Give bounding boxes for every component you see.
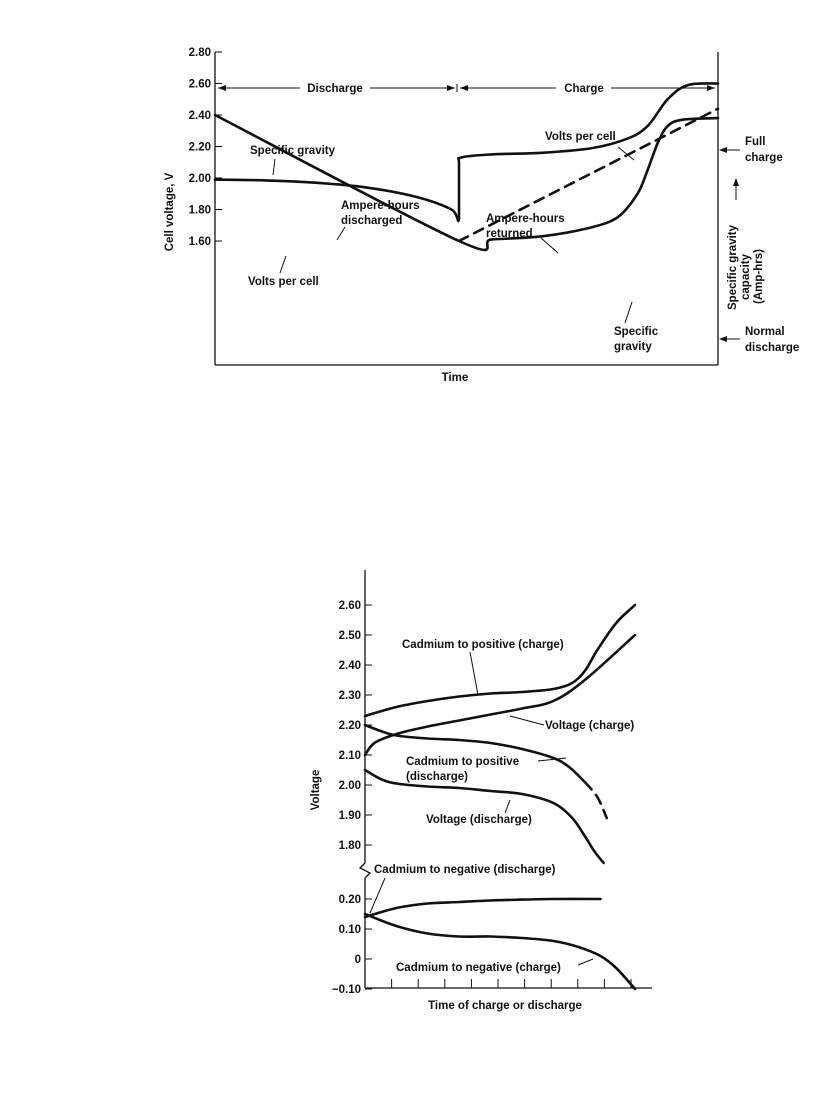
chart2-y-tick-label: 2.60	[339, 600, 361, 612]
right-axis-label-3: (Amp-hrs)	[753, 249, 765, 304]
series-ampere-hours-returned	[457, 107, 720, 243]
series-cadmium-to-positive-charge	[363, 603, 637, 718]
series-cadmium-to-negative-discharge	[363, 897, 602, 919]
annot-cd-pos-discharge-1: Cadmium to positive	[406, 756, 519, 768]
full-charge-label-1: Full	[745, 136, 765, 148]
leader-volts-left	[279, 255, 287, 274]
leader-cd-pos-discharge	[537, 757, 567, 762]
chart1-y-tick-label: 2.00	[189, 173, 211, 185]
series-volts-per-cell	[213, 82, 720, 223]
chart2-y-tick-label: 2.40	[339, 660, 361, 672]
chart2-y-tick-label: 1.90	[339, 810, 361, 822]
chart2-y-tick-label: 2.30	[339, 690, 361, 702]
annot-cd-pos-charge: Cadmium to positive (charge)	[402, 639, 564, 651]
chart2-x-label: Time of charge or discharge	[428, 1000, 582, 1012]
chart1-y-tick-label: 1.80	[189, 205, 211, 217]
leader-volts-right	[617, 146, 635, 161]
series-voltage-discharge	[363, 768, 605, 865]
chart1-y-tick-label: 2.80	[189, 47, 211, 59]
chart1-y-tick-label: 2.40	[189, 110, 211, 122]
normal-discharge-label-2: discharge	[745, 342, 799, 354]
phase-discharge-label: Discharge	[307, 83, 363, 95]
annot-cd-pos-discharge-2: (discharge)	[406, 771, 468, 783]
annot-amp-returned-2: returned	[486, 228, 533, 240]
leader-cd-neg-discharge	[369, 877, 386, 914]
leader-amp-discharged	[336, 226, 346, 241]
chart-2: 2.60 2.50 2.40 2.30 2.20 2.10 2.00 1.90 1.80 0.20…	[310, 570, 652, 1012]
chart1-y-tick-label: 2.60	[189, 79, 211, 91]
leader-cd-neg-charge	[577, 958, 594, 966]
chart1-y-tick-label: 1.60	[189, 236, 211, 248]
annot-cd-neg-charge: Cadmium to negative (charge)	[396, 962, 561, 974]
annot-volt-charge: Voltage (charge)	[545, 720, 634, 732]
leader-volt-discharge	[504, 799, 511, 814]
leader-amp-returned	[540, 237, 559, 254]
chart-1: 2.80 2.60 2.40 2.20 2.00 1.80 1.60 Discharge C…	[164, 47, 799, 384]
chart2-y-tick-label: 2.10	[339, 750, 361, 762]
leader-cd-pos-charge	[469, 651, 479, 696]
phase-charge-label: Charge	[564, 83, 604, 95]
full-charge-label-2: charge	[745, 152, 783, 164]
leader-sg-top	[272, 158, 276, 176]
chart1-y-tick-label: 2.20	[189, 142, 211, 154]
chart2-y-tick-label: 0.10	[339, 924, 361, 936]
right-axis-label-1: Specific gravity	[727, 224, 739, 310]
annot-volt-discharge: Voltage (discharge)	[426, 814, 532, 826]
chart1-phase-bar: Discharge Charge	[218, 83, 715, 95]
annot-amp-discharged-1: Ampere-hours	[341, 200, 420, 212]
series-cadmium-to-positive-discharge-dashed	[583, 780, 608, 820]
leader-volt-charge	[509, 715, 545, 726]
annot-amp-returned-1: Ampere-hours	[486, 213, 565, 225]
annot-sg-bottom-2: gravity	[614, 341, 652, 353]
right-axis-label-2: capacity	[740, 253, 752, 300]
series-cadmium-to-negative-charge	[363, 912, 637, 991]
chart2-y-tick-label: 0	[355, 954, 361, 966]
annot-amp-discharged-2: discharged	[341, 215, 402, 227]
chart1-y-ticks: 2.80 2.60 2.40 2.20 2.00 1.80 1.60	[189, 47, 222, 248]
chart2-y-label: Voltage	[310, 770, 322, 811]
chart1-y-label: Cell voltage, V	[164, 172, 176, 251]
chart2-series	[363, 603, 637, 991]
series-specific-gravity	[213, 113, 720, 252]
annot-volts-left: Volts per cell	[248, 276, 319, 288]
series-cadmium-to-positive-discharge	[363, 723, 587, 784]
chart2-y-tick-label: 1.80	[339, 840, 361, 852]
right-axis-label: Specific gravity capacity (Amp-hrs)	[727, 224, 765, 310]
annot-specific-gravity-top: Specific gravity	[250, 145, 336, 157]
series-voltage-charge	[363, 633, 637, 757]
chart2-y-tick-label: −0.10	[332, 984, 361, 996]
chart1-x-label: Time	[442, 372, 469, 384]
leader-sg-bottom	[624, 301, 633, 324]
chart1-axes	[214, 52, 719, 366]
chart2-y-tick-label: 0.20	[339, 894, 361, 906]
annot-cd-neg-discharge: Cadmium to negative (discharge)	[374, 864, 556, 876]
chart2-y-ticks: 2.60 2.50 2.40 2.30 2.20 2.10 2.00 1.90 1.80 0.20…	[332, 600, 372, 996]
normal-discharge-label-1: Normal	[745, 326, 785, 338]
chart1-series	[213, 82, 720, 252]
chart2-y-tick-label: 2.00	[339, 780, 361, 792]
chart2-x-ticks	[391, 979, 632, 988]
annot-volts-right: Volts per cell	[545, 131, 616, 143]
chart2-y-tick-label: 2.20	[339, 720, 361, 732]
annot-sg-bottom-1: Specific	[614, 326, 659, 338]
chart2-y-tick-label: 2.50	[339, 630, 361, 642]
